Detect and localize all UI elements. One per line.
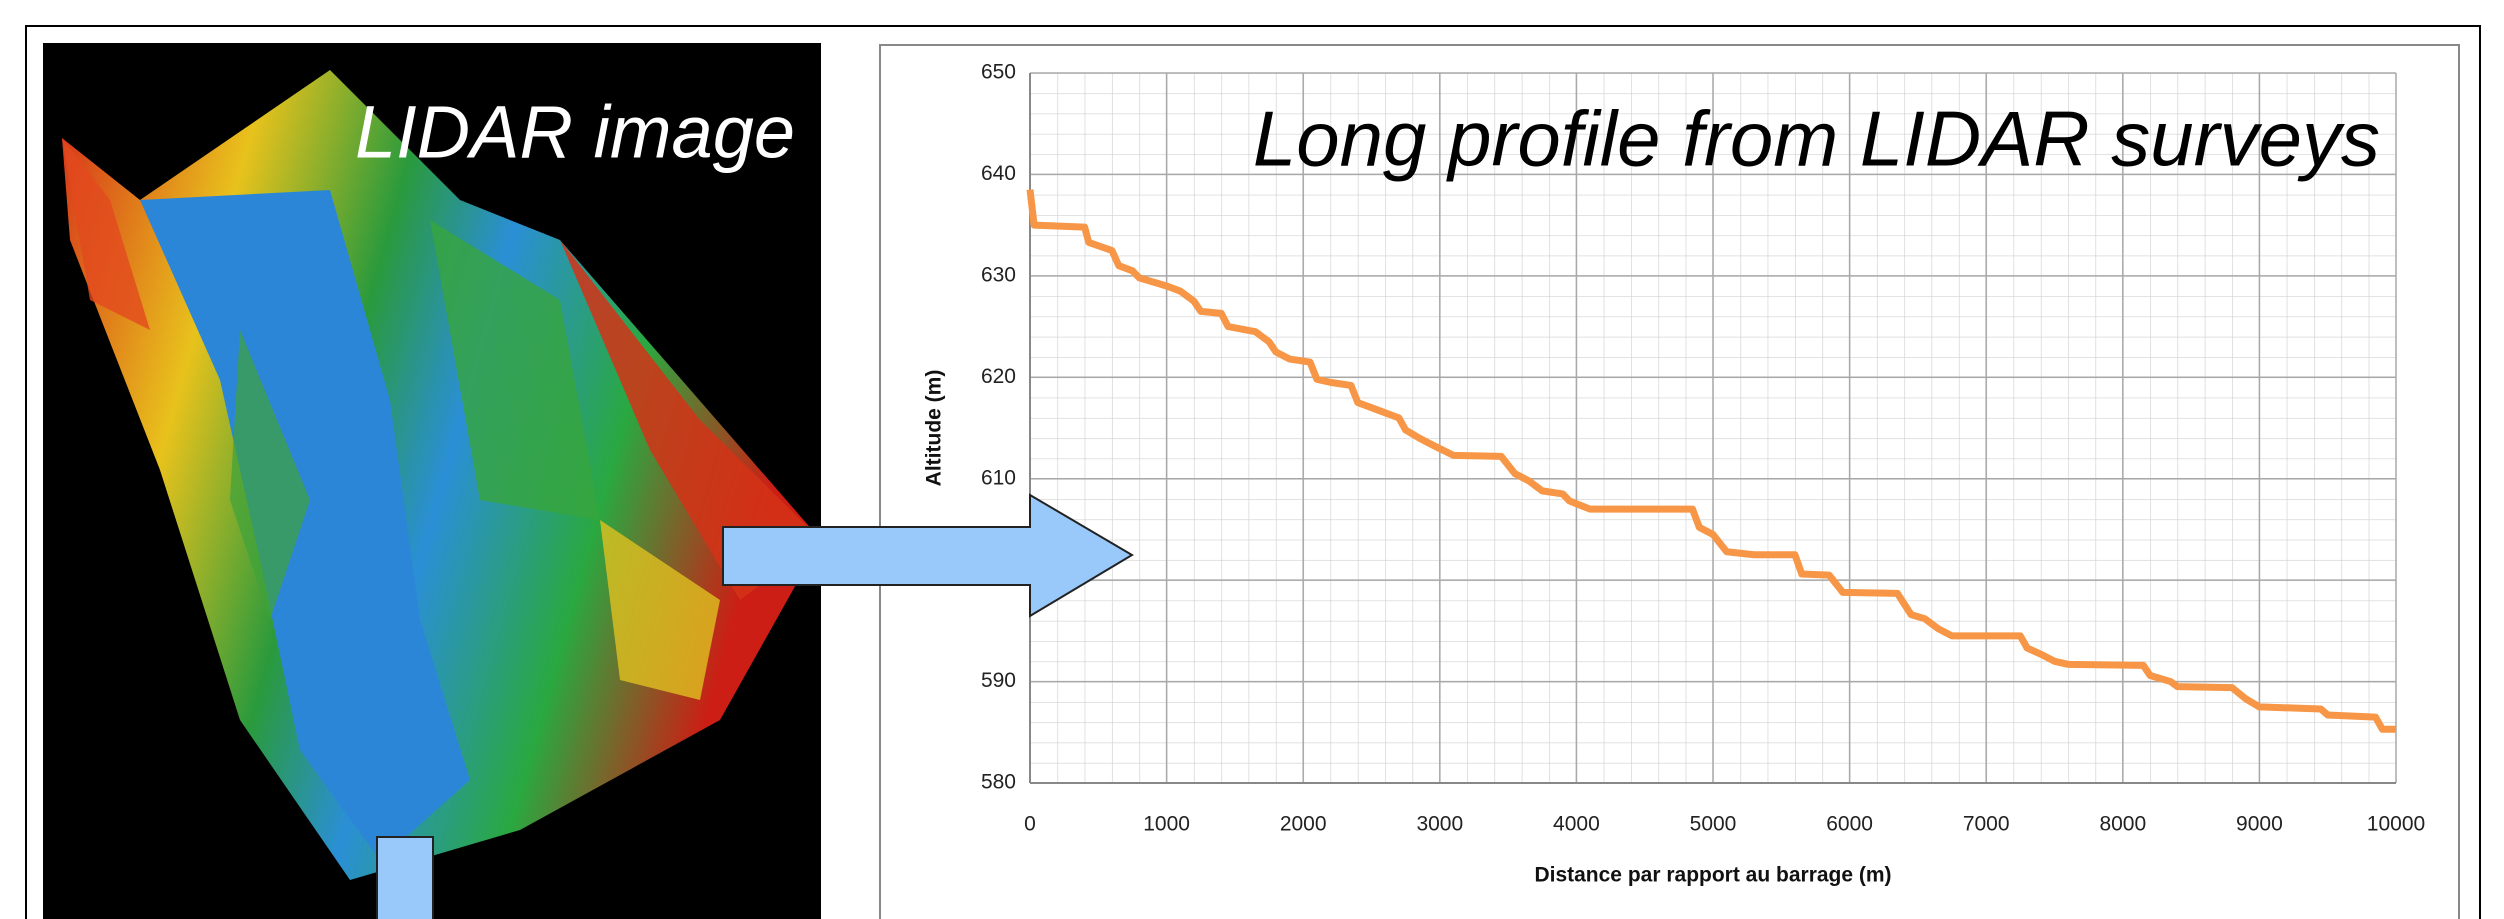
x-tick-label: 8000 [2099, 813, 2146, 836]
lidar-terrain [62, 70, 821, 880]
x-tick-label: 2000 [1280, 813, 1327, 836]
y-tick-label: 610 [981, 466, 1016, 489]
x-tick-label: 5000 [1690, 813, 1737, 836]
x-tick-label: 1000 [1143, 813, 1190, 836]
y-tick-label: 650 [981, 61, 1016, 84]
frame [25, 25, 2481, 919]
arrow-down [376, 836, 434, 919]
y-tick-label: 580 [981, 771, 1016, 794]
x-tick-label: 0 [1024, 813, 1036, 836]
x-tick-label: 3000 [1416, 813, 1463, 836]
x-tick-label: 4000 [1553, 813, 1600, 836]
plot: 5805906006106206306406500100020003000400… [981, 61, 2425, 836]
y-tick-label: 630 [981, 263, 1016, 286]
y-tick-label: 640 [981, 162, 1016, 185]
y-tick-label: 620 [981, 365, 1016, 388]
image-title: LIDAR image [355, 91, 795, 174]
chart-title: Long profile from LIDAR surveys [1253, 95, 2380, 183]
x-tick-label: 7000 [1963, 813, 2010, 836]
x-tick-label: 6000 [1826, 813, 1873, 836]
x-tick-label: 10000 [2367, 813, 2425, 836]
data-line [1026, 189, 2396, 733]
arrow-right [722, 493, 1134, 618]
y-axis-label: Altitude (m) [923, 370, 946, 487]
x-tick-label: 9000 [2236, 813, 2283, 836]
x-axis-label: Distance par rapport au barrage (m) [1534, 864, 1891, 887]
y-tick-label: 590 [981, 669, 1016, 692]
